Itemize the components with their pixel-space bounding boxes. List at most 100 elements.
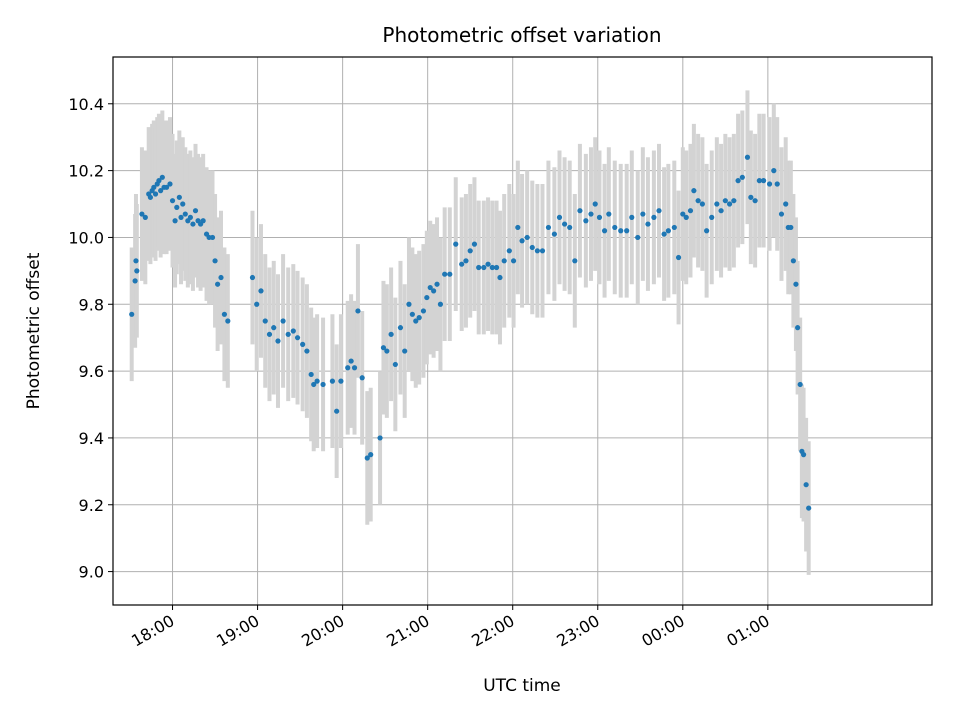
data-point — [695, 198, 701, 204]
data-point — [167, 181, 173, 187]
data-point — [739, 174, 745, 180]
data-point — [731, 198, 737, 204]
data-point — [534, 248, 540, 254]
data-point — [209, 234, 216, 241]
data-point — [180, 201, 186, 207]
data-point — [501, 258, 507, 264]
y-axis: 9.0 9.2 9.4 9.6 9.8 10.0 10.2 10.4 — [68, 95, 113, 582]
data-point — [275, 338, 281, 344]
data-point — [618, 228, 624, 234]
data-point — [249, 274, 256, 281]
data-point — [163, 184, 170, 190]
data-point — [266, 331, 273, 337]
data-point — [311, 381, 317, 388]
data-point — [384, 348, 390, 354]
y-tick-label: 10.2 — [68, 162, 104, 181]
data-point — [142, 214, 148, 220]
data-point — [714, 201, 720, 207]
data-point — [348, 358, 354, 364]
data-point — [308, 371, 314, 378]
data-point — [294, 335, 301, 341]
data-point — [406, 301, 412, 307]
data-point — [158, 188, 164, 194]
data-point — [368, 452, 374, 458]
data-point — [790, 258, 796, 264]
data-point — [463, 258, 469, 264]
data-point — [572, 258, 578, 264]
data-point — [691, 188, 697, 194]
data-point — [182, 211, 188, 217]
data-point — [803, 482, 809, 488]
data-point — [592, 201, 598, 207]
data-point — [397, 325, 404, 331]
data-point — [442, 271, 448, 277]
data-point — [402, 348, 408, 354]
data-point — [635, 234, 641, 241]
data-point — [262, 318, 268, 324]
data-point — [709, 214, 715, 220]
data-point — [629, 214, 635, 220]
data-point — [476, 264, 482, 271]
data-point — [519, 238, 525, 244]
data-point — [290, 328, 296, 334]
grid — [113, 57, 932, 605]
data-point — [285, 331, 291, 337]
data-point — [510, 258, 517, 264]
data-point — [355, 308, 361, 314]
data-point — [497, 274, 503, 281]
data-point — [515, 224, 521, 231]
data-point — [437, 301, 444, 307]
data-point — [271, 325, 277, 331]
data-point — [756, 178, 762, 184]
data-point — [174, 204, 180, 210]
data-point — [377, 435, 383, 441]
data-point — [416, 315, 422, 321]
data-point — [133, 258, 139, 264]
data-point — [169, 198, 176, 204]
data-point — [556, 214, 563, 220]
data-point — [661, 231, 667, 237]
data-point — [345, 365, 351, 371]
data-point — [683, 214, 689, 220]
data-point — [771, 168, 777, 174]
data-point — [215, 281, 221, 287]
data-point — [424, 294, 430, 301]
data-point — [778, 211, 785, 217]
y-tick-label: 9.0 — [79, 563, 104, 582]
data-point — [447, 271, 453, 277]
data-point — [567, 224, 573, 231]
data-point — [304, 348, 310, 354]
data-point — [314, 378, 320, 384]
plot-area — [112, 56, 933, 606]
y-axis-label: Photometric offset — [24, 252, 44, 409]
data-point — [139, 211, 145, 217]
data-point — [320, 381, 326, 388]
data-point — [225, 318, 231, 324]
data-point — [675, 254, 682, 261]
data-point — [151, 184, 157, 190]
data-point — [744, 154, 751, 160]
data-point — [427, 284, 433, 291]
chart-title: Photometric offset variation — [382, 23, 661, 47]
data-point — [152, 191, 159, 197]
data-point — [612, 224, 618, 231]
y-tick-label: 10.0 — [68, 228, 104, 247]
data-point — [190, 221, 196, 227]
data-point — [359, 375, 365, 381]
data-point — [364, 455, 370, 461]
data-point — [656, 208, 662, 214]
y-tick-label: 9.2 — [79, 496, 104, 515]
data-point — [748, 194, 754, 200]
data-point — [645, 221, 651, 227]
data-point — [671, 224, 677, 231]
data-point — [132, 278, 138, 284]
data-point — [766, 181, 773, 187]
data-point — [596, 214, 603, 220]
data-point — [551, 231, 557, 237]
data-point — [752, 198, 758, 204]
data-points — [129, 154, 812, 511]
data-point — [420, 308, 427, 314]
data-point — [300, 341, 306, 347]
data-point — [680, 211, 686, 217]
